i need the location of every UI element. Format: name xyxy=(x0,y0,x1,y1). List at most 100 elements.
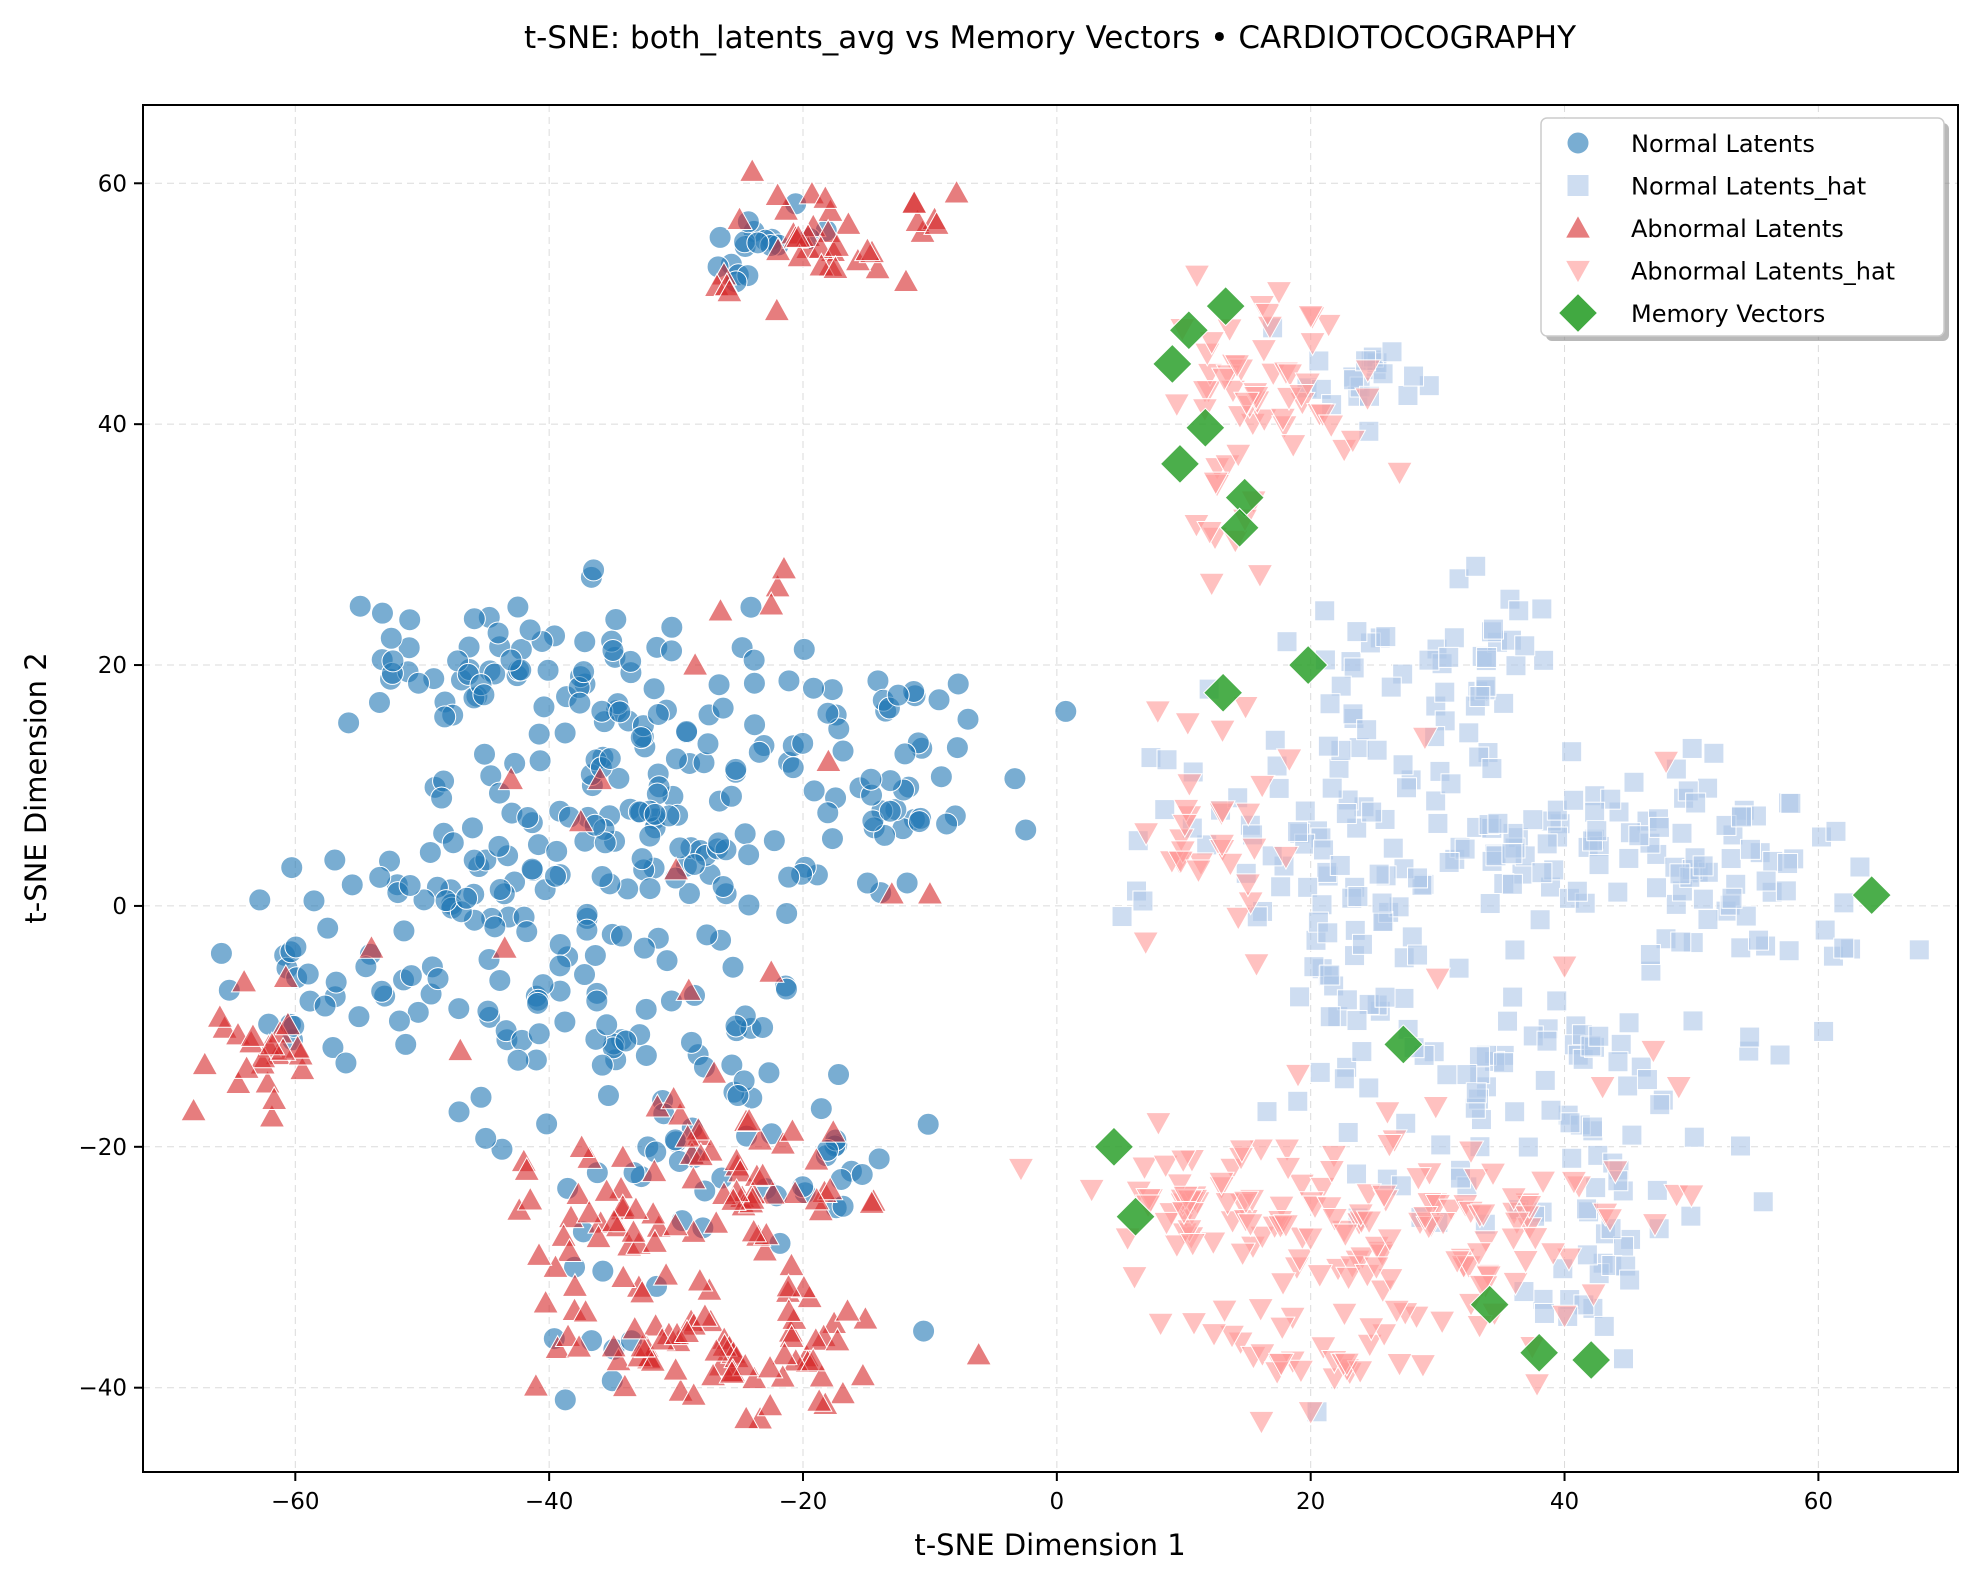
data-point xyxy=(923,210,951,235)
data-point xyxy=(1319,964,1341,986)
data-point xyxy=(643,802,667,826)
data-point xyxy=(1144,700,1172,725)
data-point xyxy=(726,205,754,231)
data-point xyxy=(469,1085,493,1109)
data-point xyxy=(1522,809,1544,831)
data-point xyxy=(486,621,510,645)
data-point xyxy=(1314,600,1336,622)
data-point xyxy=(1607,881,1629,903)
data-point xyxy=(1362,1256,1390,1281)
data-point xyxy=(441,831,465,855)
data-point xyxy=(274,1010,302,1036)
x-axis-label: t-SNE Dimension 1 xyxy=(914,1528,1185,1562)
data-point xyxy=(1648,816,1670,838)
data-point xyxy=(564,1180,592,1206)
data-point xyxy=(260,1085,288,1111)
data-point xyxy=(1343,369,1365,391)
data-point xyxy=(682,852,706,876)
data-point xyxy=(1014,818,1038,842)
data-point xyxy=(1555,1247,1583,1272)
data-point xyxy=(1670,931,1692,953)
data-point xyxy=(316,916,340,940)
data-point xyxy=(679,1165,707,1190)
data-point xyxy=(1232,391,1260,417)
data-point xyxy=(1440,773,1462,795)
data-point xyxy=(775,977,798,1001)
data-point xyxy=(1601,1160,1629,1185)
data-point xyxy=(1814,919,1836,941)
data-point xyxy=(543,864,567,888)
memory-vector-point xyxy=(1518,1332,1560,1373)
data-point xyxy=(1331,1223,1359,1248)
data-point xyxy=(1531,862,1553,884)
data-point xyxy=(1248,1225,1276,1250)
legend-marker xyxy=(1566,131,1590,155)
x-tick-label: 0 xyxy=(1050,1489,1065,1515)
data-point xyxy=(611,1372,639,1398)
x-tick-label: −20 xyxy=(779,1489,828,1515)
data-point xyxy=(1685,792,1707,814)
data-point xyxy=(1284,1063,1312,1089)
data-point xyxy=(1752,1191,1774,1213)
data-point xyxy=(1247,1138,1275,1163)
data-point xyxy=(702,1209,730,1234)
data-point xyxy=(687,1141,715,1167)
series-diamond xyxy=(1093,285,1892,1381)
memory-vector-point xyxy=(1851,874,1892,916)
data-point xyxy=(1273,1138,1301,1163)
data-point xyxy=(1692,855,1714,877)
data-point xyxy=(1780,792,1802,814)
data-point xyxy=(1703,742,1725,764)
data-point xyxy=(816,197,844,222)
y-axis: −40 −20 0 20 40 60 xyxy=(78,171,143,1402)
data-point xyxy=(608,700,632,724)
data-point xyxy=(1636,1069,1658,1091)
data-point xyxy=(719,784,743,808)
data-point xyxy=(1346,1360,1374,1385)
data-point xyxy=(808,1363,836,1388)
data-point xyxy=(1179,1232,1207,1258)
data-point xyxy=(1250,339,1278,364)
data-point xyxy=(1560,1170,1588,1196)
memory-vector-point xyxy=(1159,443,1201,485)
data-point xyxy=(1401,926,1423,948)
data-point xyxy=(553,1010,577,1034)
data-point xyxy=(1267,1352,1295,1378)
data-point xyxy=(1297,876,1319,898)
data-point xyxy=(1174,712,1202,737)
data-point xyxy=(640,1157,668,1183)
data-point xyxy=(878,880,906,905)
data-point xyxy=(1209,719,1237,744)
data-point xyxy=(1319,693,1341,715)
data-point xyxy=(462,848,486,872)
data-point xyxy=(1172,1185,1200,1211)
data-point xyxy=(1380,676,1402,698)
data-point xyxy=(816,701,840,725)
data-point xyxy=(900,189,928,214)
data-point xyxy=(1333,1068,1355,1090)
x-axis: −60 −40 −20 0 20 40 60 xyxy=(271,1472,1833,1515)
data-point xyxy=(720,1053,744,1077)
x-tick-label: −40 xyxy=(525,1489,574,1515)
data-point xyxy=(1641,1213,1669,1238)
data-point xyxy=(1354,387,1382,412)
data-point xyxy=(590,1053,614,1077)
legend-item: Abnormal Latents_hat xyxy=(1564,258,1895,286)
data-point xyxy=(1297,305,1325,330)
data-point xyxy=(878,799,902,823)
data-point xyxy=(771,1340,799,1366)
data-point xyxy=(1183,264,1211,289)
data-point xyxy=(945,736,969,760)
data-point xyxy=(1425,790,1447,812)
series-triangle-down xyxy=(1007,264,1705,1436)
data-point xyxy=(572,660,596,684)
data-point xyxy=(233,1054,261,1079)
data-point xyxy=(1308,350,1330,372)
data-point xyxy=(1175,773,1203,798)
data-point xyxy=(660,1084,688,1110)
y-tick-label: 0 xyxy=(112,894,127,920)
data-point xyxy=(834,1297,862,1322)
data-point xyxy=(778,1323,806,1349)
data-point xyxy=(598,747,622,771)
data-point xyxy=(447,997,471,1021)
